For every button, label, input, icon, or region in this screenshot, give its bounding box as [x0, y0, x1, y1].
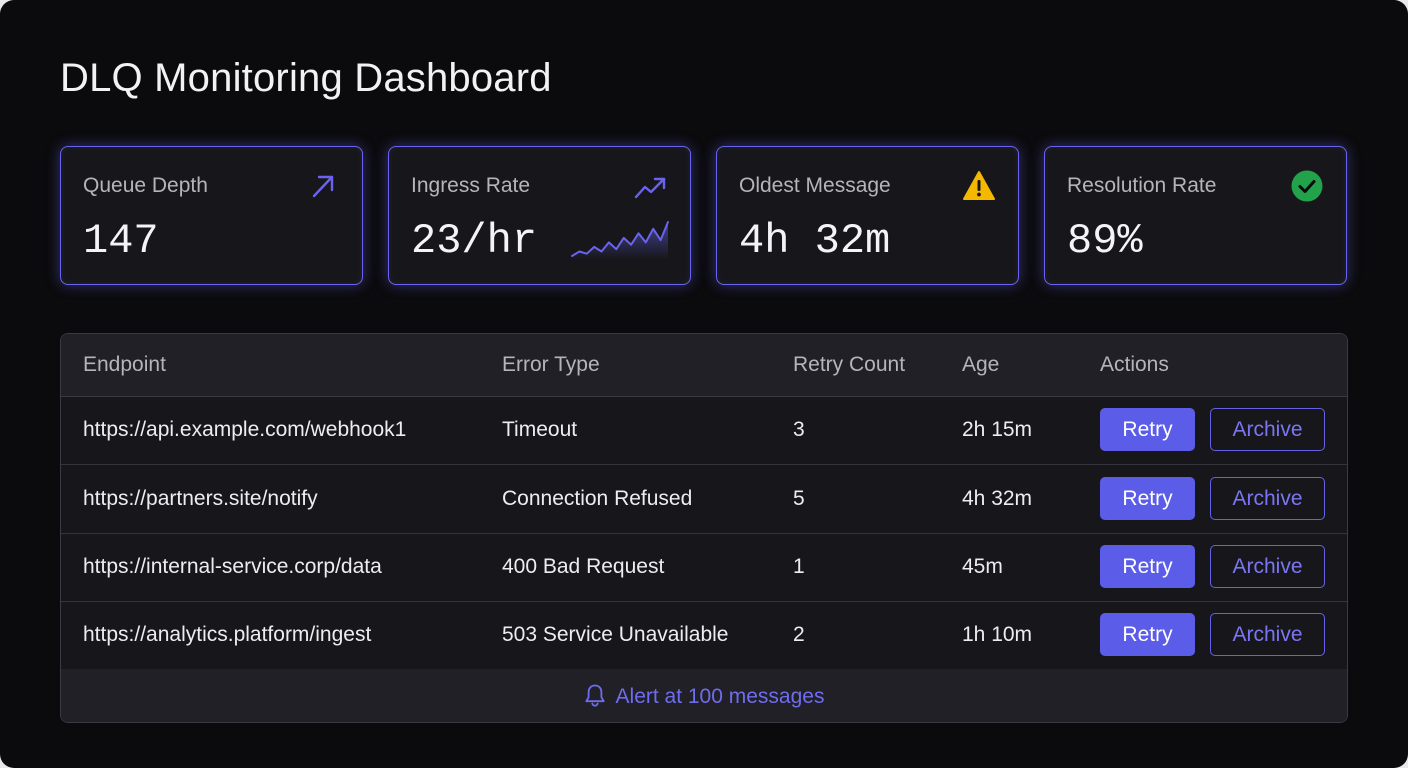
age-cell: 1h 10m	[962, 623, 1033, 646]
retry-button[interactable]: Retry	[1100, 477, 1195, 520]
retry-count-cell: 1	[793, 555, 805, 578]
archive-button[interactable]: Archive	[1210, 613, 1325, 656]
metric-card-oldest-message: Oldest Message 4h 32m	[716, 146, 1019, 285]
metric-value: 23/hr	[411, 217, 538, 265]
error-type-cell: Timeout	[502, 418, 578, 441]
endpoint-cell: https://internal-service.corp/data	[83, 555, 382, 578]
column-header-retry-count[interactable]: Retry Count	[793, 353, 906, 376]
column-header-endpoint[interactable]: Endpoint	[83, 353, 166, 376]
metric-card-ingress-rate: Ingress Rate 23/hr	[388, 146, 691, 285]
metric-label: Ingress Rate	[411, 174, 531, 197]
table-header: Endpoint Error Type Retry Count Age Acti…	[61, 334, 1347, 397]
metric-label: Oldest Message	[739, 174, 891, 197]
dlq-messages-table: Endpoint Error Type Retry Count Age Acti…	[60, 333, 1348, 723]
metric-label: Queue Depth	[83, 174, 208, 197]
retry-count-cell: 3	[793, 418, 805, 441]
page-title: DLQ Monitoring Dashboard	[60, 56, 552, 100]
metric-value: 89%	[1067, 217, 1143, 265]
table-row: https://analytics.platform/ingest 503 Se…	[61, 601, 1347, 670]
archive-button[interactable]: Archive	[1210, 545, 1325, 588]
age-cell: 2h 15m	[962, 418, 1033, 441]
table-row: https://api.example.com/webhook1 Timeout…	[61, 396, 1347, 465]
check-circle-icon	[1291, 170, 1323, 202]
retry-button[interactable]: Retry	[1100, 613, 1195, 656]
metric-value: 147	[83, 217, 159, 265]
retry-count-cell: 2	[793, 623, 805, 646]
alert-threshold-link[interactable]: Alert at 100 messages	[61, 683, 1347, 709]
retry-button[interactable]: Retry	[1100, 408, 1195, 451]
column-header-age[interactable]: Age	[962, 353, 1000, 376]
retry-button[interactable]: Retry	[1100, 545, 1195, 588]
ingress-sparkline	[571, 221, 669, 259]
endpoint-cell: https://api.example.com/webhook1	[83, 418, 407, 441]
retry-count-cell: 5	[793, 487, 805, 510]
column-header-error-type[interactable]: Error Type	[502, 353, 600, 376]
metric-card-resolution-rate: Resolution Rate 89%	[1044, 146, 1347, 285]
metric-value: 4h 32m	[739, 217, 891, 265]
warning-triangle-icon	[963, 171, 995, 200]
trend-up-arrow-icon	[312, 175, 334, 198]
metric-card-queue-depth: Queue Depth 147	[60, 146, 363, 285]
alert-threshold-text: Alert at 100 messages	[615, 685, 825, 708]
endpoint-cell: https://analytics.platform/ingest	[83, 623, 372, 646]
table-footer: Alert at 100 messages	[61, 669, 1347, 722]
bell-icon	[584, 684, 605, 707]
column-header-actions: Actions	[1100, 353, 1169, 376]
archive-button[interactable]: Archive	[1210, 408, 1325, 451]
trending-up-icon	[634, 177, 666, 199]
error-type-cell: 503 Service Unavailable	[502, 623, 729, 646]
age-cell: 4h 32m	[962, 487, 1033, 510]
metric-label: Resolution Rate	[1067, 174, 1217, 197]
archive-button[interactable]: Archive	[1210, 477, 1325, 520]
error-type-cell: 400 Bad Request	[502, 555, 665, 578]
table-row: https://partners.site/notify Connection …	[61, 465, 1347, 534]
age-cell: 45m	[962, 555, 1003, 578]
table-row: https://internal-service.corp/data 400 B…	[61, 533, 1347, 602]
endpoint-cell: https://partners.site/notify	[83, 487, 318, 510]
error-type-cell: Connection Refused	[502, 487, 693, 510]
